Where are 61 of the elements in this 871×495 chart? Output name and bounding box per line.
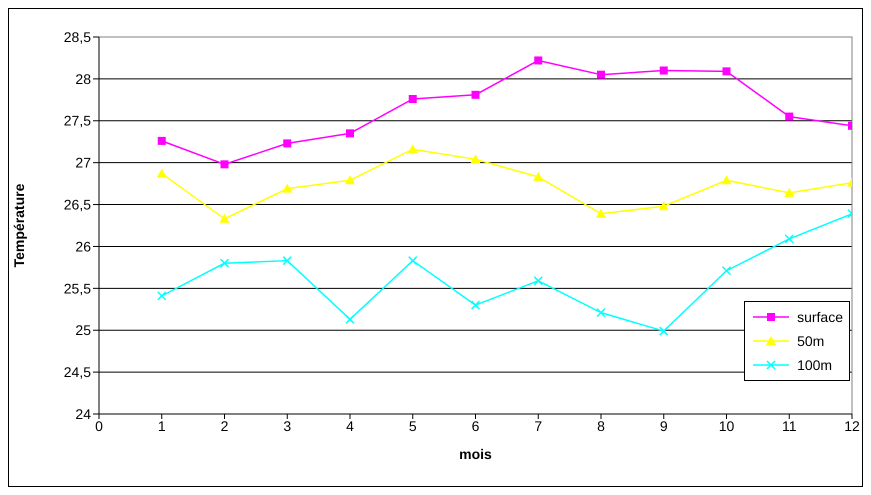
point <box>346 129 354 138</box>
point <box>784 234 794 244</box>
point <box>282 184 292 193</box>
x-tick-label: 0 <box>95 418 104 434</box>
point <box>722 175 732 184</box>
y-tick-label: 25,5 <box>64 280 92 296</box>
y-tick-label: 24,5 <box>64 364 92 380</box>
x-tick-label: 6 <box>472 418 480 434</box>
y-tick-label: 24 <box>75 406 92 422</box>
point <box>596 308 606 318</box>
point <box>534 276 543 286</box>
x-axis-title: mois <box>459 446 492 462</box>
point <box>596 208 606 218</box>
point <box>660 66 668 75</box>
point <box>408 144 418 154</box>
point <box>722 67 730 76</box>
legend-label: 100m <box>797 357 832 373</box>
x-tick-label: 12 <box>844 418 860 434</box>
point <box>408 94 417 103</box>
point <box>597 70 605 79</box>
point <box>282 256 292 266</box>
point <box>220 160 228 168</box>
point <box>534 56 542 64</box>
legend-label: 50m <box>797 333 824 349</box>
point <box>659 326 668 336</box>
point <box>157 291 166 301</box>
x-tick-label: 8 <box>597 418 606 434</box>
y-tick-label: 25 <box>75 322 92 338</box>
y-tick-label: 26,5 <box>64 196 92 213</box>
point <box>533 172 544 181</box>
point <box>283 139 292 148</box>
y-tick-label: 28 <box>75 70 92 87</box>
y-tick-label: 27 <box>75 154 92 171</box>
x-tick-label: 7 <box>534 418 542 434</box>
x-tick-label: 9 <box>660 418 668 434</box>
point <box>472 90 480 99</box>
point <box>220 258 230 268</box>
point <box>345 314 355 324</box>
point <box>470 300 480 310</box>
point <box>785 112 794 121</box>
x-tick-label: 5 <box>408 418 417 434</box>
point <box>722 266 732 276</box>
y-tick-label: 26 <box>75 238 92 254</box>
point <box>408 256 418 266</box>
point <box>658 201 669 210</box>
y-tick-label: 28,5 <box>64 28 92 45</box>
point <box>345 175 355 184</box>
x-tick-label: 3 <box>283 418 292 434</box>
point <box>470 154 480 164</box>
x-tick-label: 2 <box>220 418 229 434</box>
x-tick-label: 4 <box>346 418 354 434</box>
point <box>220 214 230 223</box>
x-tick-label: 11 <box>782 418 797 434</box>
point <box>158 136 166 145</box>
point <box>784 188 794 197</box>
y-axis-title: Température <box>10 183 27 268</box>
legend-label: surface <box>797 309 843 325</box>
x-tick-label: 10 <box>718 418 734 434</box>
y-tick-label: 27,5 <box>64 112 92 129</box>
x-tick-label: 1 <box>158 418 166 434</box>
point <box>156 168 167 178</box>
